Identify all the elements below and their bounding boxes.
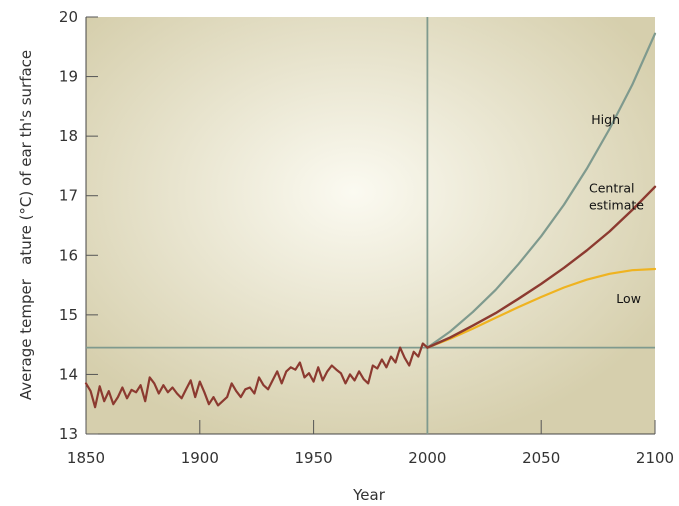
- y-tick-label: 13: [59, 425, 78, 443]
- x-tick-label: 2100: [636, 449, 674, 467]
- series-labels: High Central estimate Low: [589, 112, 644, 306]
- y-tick-label: 16: [59, 246, 78, 264]
- y-axis-title: Average temper ature (°C) of ear th's su…: [17, 50, 35, 400]
- series-line-low: [426, 267, 657, 349]
- axes: [85, 16, 656, 435]
- x-tick-label: 2050: [522, 449, 560, 467]
- x-tick-label: 1850: [67, 449, 105, 467]
- series-layer: [84, 32, 657, 409]
- series-label-low: Low: [616, 291, 641, 306]
- x-axis-title: Year: [352, 486, 386, 504]
- x-tick-label: 1900: [181, 449, 219, 467]
- y-tick-label: 20: [59, 8, 78, 26]
- y-tick-label: 17: [59, 187, 78, 205]
- series-line-historical: [84, 342, 429, 409]
- y-tick-label: 18: [59, 127, 78, 145]
- x-tick-label: 1950: [295, 449, 333, 467]
- y-tick-label: 14: [59, 365, 78, 383]
- series-label-high: High: [591, 112, 620, 127]
- series-line-high: [426, 32, 657, 349]
- y-tick-label: 19: [59, 68, 78, 86]
- plot-area: [86, 17, 655, 434]
- y-tick-label: 15: [59, 306, 78, 324]
- tick-labels: 13 14 15 16 17 18 19 20 1850 1900 1950 2000 2050 2100: [59, 8, 674, 467]
- x-tick-label: 2000: [408, 449, 446, 467]
- series-line-central: [426, 185, 657, 349]
- reference-lines: [86, 17, 655, 434]
- series-label-central: Central estimate: [589, 181, 644, 213]
